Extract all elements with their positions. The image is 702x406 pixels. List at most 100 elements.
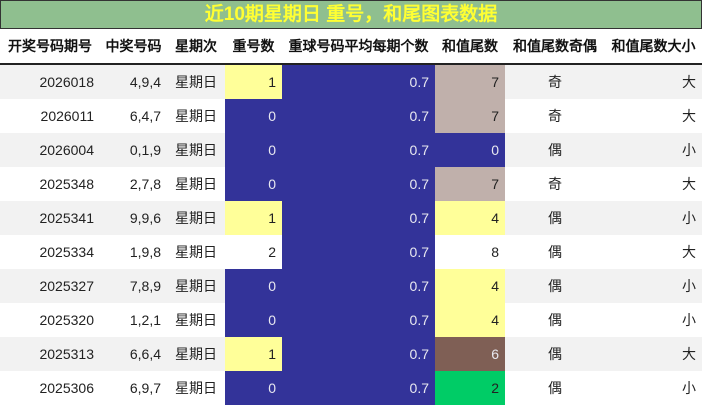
tail-size-cell: 小 bbox=[682, 312, 696, 328]
tail-parity-cell: 偶 bbox=[505, 133, 605, 167]
tail-size-cell: 小 bbox=[605, 133, 702, 167]
tail-parity-cell: 奇 bbox=[548, 108, 562, 124]
sum-tail-cell: 4 bbox=[435, 303, 505, 337]
sum-tail-cell: 7 bbox=[435, 99, 505, 133]
tail-parity-cell: 奇 bbox=[548, 176, 562, 192]
issue-cell: 2026011 bbox=[40, 108, 94, 124]
numbers-cell: 7,8,9 bbox=[100, 269, 167, 303]
issue-cell: 2025327 bbox=[0, 269, 100, 303]
repeat-count-cell: 0 bbox=[225, 371, 282, 405]
column-header: 星期次 bbox=[167, 29, 225, 65]
tail-parity-cell: 偶 bbox=[505, 269, 605, 303]
weekday-cell: 星期日 bbox=[175, 244, 217, 260]
column-header: 和值尾数奇偶 bbox=[505, 29, 605, 65]
repeat-count-cell: 0 bbox=[225, 269, 282, 303]
avg-repeat-cell: 0.7 bbox=[282, 235, 435, 269]
tail-size-cell: 小 bbox=[605, 269, 702, 303]
numbers-cell: 6,9,7 bbox=[129, 380, 161, 396]
sum-tail-cell: 7 bbox=[435, 64, 505, 99]
numbers-cell: 0,1,9 bbox=[100, 133, 167, 167]
numbers-cell: 9,9,6 bbox=[100, 201, 167, 235]
avg-repeat-cell: 0.7 bbox=[282, 64, 435, 99]
sum-tail-cell: 2 bbox=[435, 371, 505, 405]
avg-repeat-cell: 0.7 bbox=[282, 371, 435, 405]
sum-tail-cell: 7 bbox=[435, 167, 505, 201]
table-row: 2025306 6,9,7 星期日 0 0.7 2 偶 小 bbox=[0, 371, 702, 405]
tail-size-cell: 大 bbox=[682, 176, 696, 192]
avg-repeat-cell: 0.7 bbox=[282, 303, 435, 337]
tail-size-cell: 大 bbox=[682, 244, 696, 260]
avg-repeat-cell: 0.7 bbox=[282, 167, 435, 201]
weekday-cell: 星期日 bbox=[175, 312, 217, 328]
tail-parity-cell: 奇 bbox=[505, 64, 605, 99]
avg-repeat-cell: 0.7 bbox=[282, 269, 435, 303]
sum-tail-cell: 4 bbox=[435, 201, 505, 235]
table-row: 2026011 6,4,7 星期日 0 0.7 7 奇 大 bbox=[0, 99, 702, 133]
page-title: 近10期星期日 重号，和尾图表数据 bbox=[0, 0, 702, 29]
repeat-count-cell: 0 bbox=[225, 133, 282, 167]
tail-parity-cell: 偶 bbox=[505, 337, 605, 371]
issue-cell: 2025313 bbox=[0, 337, 100, 371]
table-row: 2025348 2,7,8 星期日 0 0.7 7 奇 大 bbox=[0, 167, 702, 201]
issue-cell: 2025320 bbox=[39, 312, 94, 328]
sum-tail-cell: 0 bbox=[435, 133, 505, 167]
issue-cell: 2026018 bbox=[0, 64, 100, 99]
avg-repeat-cell: 0.7 bbox=[282, 337, 435, 371]
table-row: 2026018 4,9,4 星期日 1 0.7 7 奇大 bbox=[0, 64, 702, 99]
repeat-count-cell: 2 bbox=[225, 235, 282, 269]
avg-repeat-cell: 0.7 bbox=[282, 133, 435, 167]
weekday-cell: 星期日 bbox=[175, 380, 217, 396]
avg-repeat-cell: 0.7 bbox=[282, 99, 435, 133]
column-header: 和值尾数大小 bbox=[605, 29, 702, 65]
repeat-count-cell: 1 bbox=[225, 201, 282, 235]
column-header: 重号数 bbox=[225, 29, 282, 65]
repeat-count-cell: 0 bbox=[225, 99, 282, 133]
weekday-cell: 星期日 bbox=[167, 201, 225, 235]
table-row: 2025320 1,2,1 星期日 0 0.7 4 偶 小 bbox=[0, 303, 702, 337]
sum-tail-cell: 6 bbox=[435, 337, 505, 371]
issue-cell: 2025334 bbox=[39, 244, 94, 260]
issue-cell: 2026004 bbox=[0, 133, 100, 167]
tail-size-cell: 小 bbox=[682, 380, 696, 396]
tail-parity-cell: 偶 bbox=[548, 380, 562, 396]
sum-tail-cell: 8 bbox=[435, 235, 505, 269]
column-header: 开奖号码期号 bbox=[0, 29, 100, 65]
tail-parity-cell: 偶 bbox=[548, 312, 562, 328]
tail-size-cell: 大 bbox=[605, 64, 702, 99]
numbers-cell: 2,7,8 bbox=[129, 176, 161, 192]
weekday-cell: 星期日 bbox=[167, 269, 225, 303]
table-row: 2025327 7,8,9 星期日 0 0.7 4 偶小 bbox=[0, 269, 702, 303]
weekday-cell: 星期日 bbox=[167, 64, 225, 99]
numbers-cell: 1,9,8 bbox=[129, 244, 161, 260]
weekday-cell: 星期日 bbox=[175, 176, 217, 192]
numbers-cell: 1,2,1 bbox=[129, 312, 161, 328]
column-header: 和值尾数 bbox=[435, 29, 505, 65]
tail-size-cell: 大 bbox=[605, 337, 702, 371]
tail-parity-cell: 偶 bbox=[505, 201, 605, 235]
tail-size-cell: 大 bbox=[682, 108, 696, 124]
repeat-count-cell: 0 bbox=[225, 167, 282, 201]
repeat-count-cell: 1 bbox=[225, 64, 282, 99]
table-row: 2025334 1,9,8 星期日 2 0.7 8 偶 大 bbox=[0, 235, 702, 269]
repeat-count-cell: 1 bbox=[225, 337, 282, 371]
numbers-cell: 6,6,4 bbox=[100, 337, 167, 371]
weekday-cell: 星期日 bbox=[167, 133, 225, 167]
issue-cell: 2025341 bbox=[0, 201, 100, 235]
table-row: 2025341 9,9,6 星期日 1 0.7 4 偶小 bbox=[0, 201, 702, 235]
column-header: 重球号码平均每期个数 bbox=[282, 29, 435, 65]
avg-repeat-cell: 0.7 bbox=[282, 201, 435, 235]
repeat-count-cell: 0 bbox=[225, 303, 282, 337]
data-table: 开奖号码期号 中奖号码 星期次 重号数 重球号码平均每期个数 和值尾数 和值尾数奇偶 和值尾数… bbox=[0, 29, 702, 405]
issue-cell: 2025306 bbox=[39, 380, 94, 396]
weekday-cell: 星期日 bbox=[167, 337, 225, 371]
tail-size-cell: 小 bbox=[605, 201, 702, 235]
tail-parity-cell: 偶 bbox=[548, 244, 562, 260]
table-row: 2026004 0,1,9 星期日 0 0.7 0 偶小 bbox=[0, 133, 702, 167]
sum-tail-cell: 4 bbox=[435, 269, 505, 303]
table-row: 2025313 6,6,4 星期日 1 0.7 6 偶大 bbox=[0, 337, 702, 371]
issue-cell: 2025348 bbox=[39, 176, 94, 192]
numbers-cell: 6,4,7 bbox=[129, 108, 161, 124]
numbers-cell: 4,9,4 bbox=[100, 64, 167, 99]
weekday-cell: 星期日 bbox=[175, 108, 217, 124]
column-header: 中奖号码 bbox=[100, 29, 167, 65]
